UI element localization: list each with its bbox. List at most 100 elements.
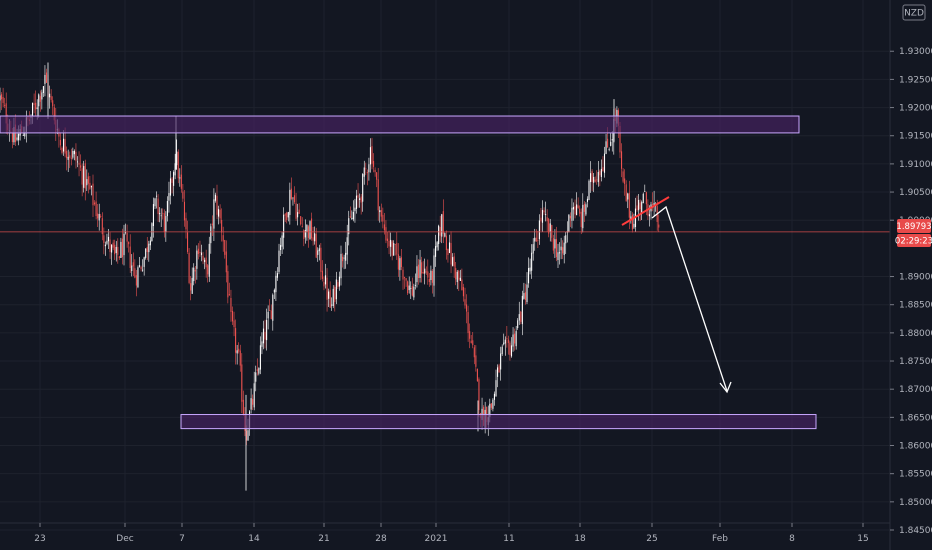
- candle: [320, 243, 322, 280]
- candle-body: [607, 138, 609, 148]
- candle: [352, 200, 354, 222]
- candle: [404, 276, 406, 289]
- candle-body: [256, 369, 258, 371]
- candle-body: [628, 192, 630, 218]
- currency-badge[interactable]: NZD: [902, 4, 926, 21]
- candle-body: [524, 292, 526, 300]
- candle: [140, 265, 142, 272]
- candle: [1, 92, 3, 111]
- candle-body: [470, 340, 472, 344]
- price-tick-label: 1.86000: [899, 442, 932, 452]
- candle: [577, 197, 579, 209]
- time-axis[interactable]: 23 Dec 7 14 21 28 2021 11 18 25 Feb 8 15: [34, 523, 869, 544]
- candle-body: [202, 255, 204, 261]
- drawings: [0, 196, 890, 394]
- price-tick-label: 1.85500: [899, 470, 932, 480]
- candle: [266, 308, 268, 351]
- candle-body: [84, 163, 86, 189]
- candle-body: [324, 275, 327, 285]
- candle: [72, 147, 74, 160]
- candle-body: [143, 257, 145, 267]
- candle-body: [241, 364, 243, 402]
- candle-body: [594, 179, 596, 182]
- candle: [498, 363, 500, 373]
- candle-body: [568, 214, 570, 233]
- candle: [146, 236, 148, 261]
- candle: [444, 232, 446, 238]
- candle: [273, 288, 275, 299]
- candle: [354, 198, 356, 223]
- candle: [70, 148, 72, 166]
- candle-body: [624, 178, 626, 184]
- candle-body: [531, 252, 533, 271]
- candle: [374, 167, 376, 177]
- candle: [45, 68, 48, 83]
- candle-body: [160, 215, 162, 217]
- candle-body: [94, 202, 96, 205]
- candle-body: [321, 270, 323, 279]
- candle-body: [343, 257, 345, 259]
- candle: [228, 282, 230, 296]
- candle: [33, 93, 35, 114]
- time-tick-label: 15: [857, 534, 868, 544]
- candle: [610, 133, 612, 147]
- candle: [422, 261, 424, 274]
- price-tick-label: 1.87500: [899, 357, 932, 367]
- candle: [382, 207, 384, 229]
- candle-body: [610, 141, 612, 146]
- resistance-zone[interactable]: [0, 115, 800, 134]
- candle-body: [548, 218, 550, 234]
- current-price-badge: 1.89793 02:29:23: [895, 219, 932, 247]
- candle: [630, 210, 632, 224]
- candle: [652, 192, 654, 212]
- candle: [332, 285, 334, 309]
- candle: [368, 157, 370, 181]
- candle-body: [252, 398, 254, 405]
- candle: [621, 143, 623, 178]
- candle: [576, 192, 578, 216]
- candle: [417, 259, 420, 285]
- candle: [138, 257, 141, 268]
- candle-body: [258, 368, 260, 374]
- candle-body: [125, 231, 127, 233]
- candle-body: [571, 207, 573, 221]
- price-tick-label: 1.84500: [899, 526, 932, 536]
- candle-body: [507, 339, 509, 343]
- candle: [425, 266, 427, 275]
- candle-body: [36, 107, 38, 109]
- candle-body: [145, 248, 147, 258]
- candle: [156, 191, 158, 209]
- candle-body: [337, 282, 339, 287]
- candle-body: [300, 216, 302, 225]
- candle: [534, 228, 536, 251]
- candle-body: [225, 251, 227, 273]
- support-zone[interactable]: [180, 414, 817, 430]
- candle: [342, 253, 344, 268]
- candle: [152, 197, 154, 238]
- candle-body: [605, 141, 607, 154]
- candle-body: [509, 342, 511, 355]
- candle: [462, 283, 464, 302]
- trendline[interactable]: [621, 196, 670, 226]
- candle-body: [190, 283, 192, 291]
- candle-body: [630, 216, 632, 221]
- candle: [329, 281, 331, 308]
- candle-body: [306, 224, 308, 232]
- candle: [202, 251, 204, 265]
- projection-arrow[interactable]: [651, 205, 728, 392]
- candle-body: [292, 197, 294, 199]
- candle-body: [180, 174, 182, 189]
- candle-body: [64, 138, 66, 154]
- candle-body: [2, 97, 4, 103]
- candle-body: [32, 102, 34, 116]
- candle: [543, 207, 545, 216]
- candle-body: [114, 244, 116, 255]
- candle-body: [117, 246, 119, 255]
- candle-body: [267, 311, 269, 319]
- candle-body: [52, 100, 54, 107]
- candle: [355, 189, 358, 214]
- candle-body: [123, 233, 125, 256]
- candle: [541, 200, 544, 232]
- candle-body: [59, 139, 61, 146]
